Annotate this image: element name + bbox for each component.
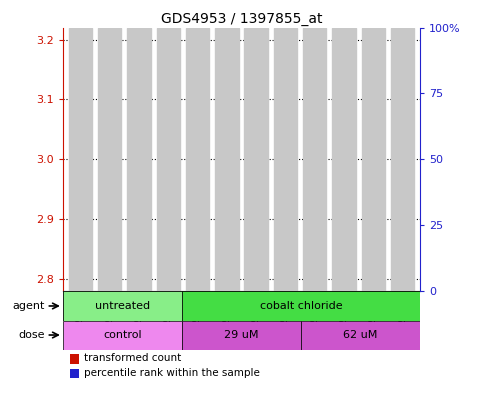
Bar: [341, 261, 347, 270]
Bar: [365, 165, 382, 279]
Text: cobalt chloride: cobalt chloride: [260, 301, 342, 311]
Bar: [248, 97, 264, 279]
Bar: [70, 354, 79, 364]
Bar: [72, 103, 88, 279]
Bar: [70, 369, 79, 378]
Bar: [101, 121, 118, 279]
Text: 62 uM: 62 uM: [343, 330, 378, 340]
Text: agent: agent: [13, 301, 45, 311]
Bar: [391, 28, 414, 292]
Bar: [77, 261, 84, 270]
Bar: [332, 28, 356, 292]
Bar: [195, 276, 200, 286]
Text: 29 uM: 29 uM: [224, 330, 259, 340]
Bar: [277, 187, 294, 279]
Text: transformed count: transformed count: [84, 353, 182, 364]
Bar: [219, 276, 235, 279]
Bar: [301, 321, 420, 349]
Bar: [165, 255, 171, 264]
Bar: [186, 28, 209, 292]
Bar: [160, 276, 176, 279]
Text: dose: dose: [18, 330, 45, 340]
Bar: [127, 28, 151, 292]
Bar: [303, 28, 327, 292]
Bar: [182, 292, 420, 321]
Bar: [63, 292, 182, 321]
Bar: [395, 255, 411, 279]
Bar: [312, 261, 318, 270]
Bar: [215, 28, 239, 292]
Bar: [244, 28, 268, 292]
Bar: [107, 261, 113, 270]
Bar: [362, 28, 385, 292]
Bar: [63, 321, 182, 349]
Title: GDS4953 / 1397855_at: GDS4953 / 1397855_at: [161, 13, 322, 26]
Bar: [274, 28, 297, 292]
Bar: [307, 187, 323, 279]
Text: percentile rank within the sample: percentile rank within the sample: [84, 368, 260, 378]
Bar: [182, 321, 301, 349]
Bar: [399, 261, 406, 270]
Bar: [370, 261, 376, 270]
Bar: [224, 255, 230, 264]
Bar: [336, 202, 352, 279]
Text: untreated: untreated: [95, 301, 150, 311]
Bar: [69, 28, 92, 292]
Bar: [189, 231, 206, 279]
Text: control: control: [103, 330, 142, 340]
Bar: [131, 138, 147, 279]
Bar: [98, 28, 121, 292]
Bar: [253, 261, 259, 270]
Bar: [156, 28, 180, 292]
Bar: [136, 261, 142, 270]
Bar: [283, 261, 288, 270]
